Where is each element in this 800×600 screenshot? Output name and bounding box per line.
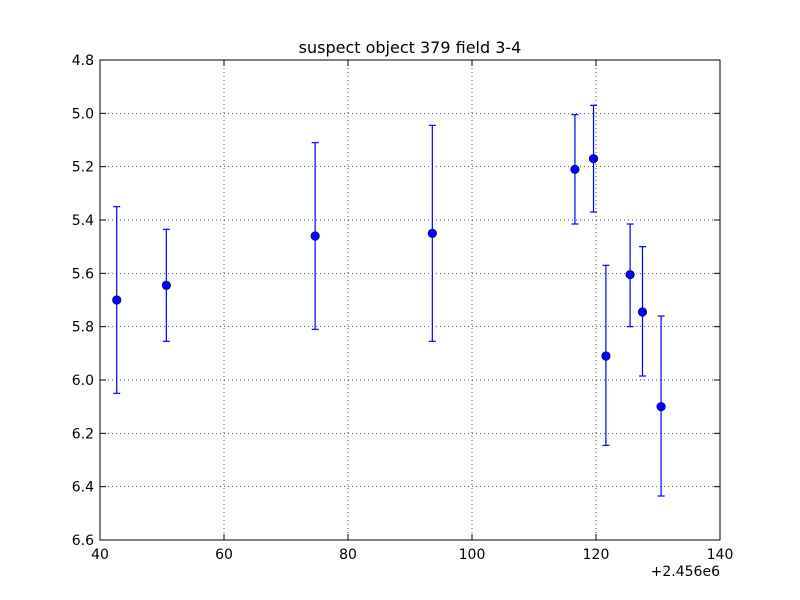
chart-title: suspect object 379 field 3-4 bbox=[299, 38, 522, 57]
y-tick-label: 6.0 bbox=[72, 373, 94, 389]
grid-lines bbox=[100, 60, 720, 540]
data-point-group bbox=[588, 104, 599, 213]
y-tick-label: 5.4 bbox=[72, 213, 94, 229]
data-point-group bbox=[112, 206, 122, 394]
data-point-group bbox=[625, 223, 635, 328]
data-point bbox=[625, 270, 635, 280]
y-tick-label: 6.2 bbox=[72, 426, 94, 442]
data-point bbox=[601, 351, 611, 361]
x-tick-label: 100 bbox=[459, 547, 486, 563]
data-point bbox=[588, 154, 599, 164]
data-point bbox=[637, 307, 648, 317]
plot-frame bbox=[99, 59, 721, 541]
data-point-group bbox=[570, 114, 580, 225]
data-point bbox=[112, 295, 122, 305]
data-point-group bbox=[161, 228, 171, 342]
x-tick-label: 80 bbox=[339, 547, 357, 563]
axis-ticks bbox=[99, 59, 721, 541]
y-tick-label: 6.6 bbox=[72, 533, 94, 549]
y-tick-label: 5.8 bbox=[72, 320, 94, 336]
y-tick-label: 5.2 bbox=[72, 160, 94, 176]
data-point bbox=[656, 402, 666, 412]
data-point-group bbox=[427, 124, 437, 342]
x-tick-label: 40 bbox=[91, 547, 109, 563]
y-tick-label: 6.4 bbox=[72, 480, 94, 496]
data-point-group bbox=[656, 315, 666, 497]
data-point-group bbox=[637, 246, 648, 377]
data-point-group bbox=[310, 142, 320, 330]
data-point bbox=[427, 228, 437, 238]
data-point bbox=[161, 280, 171, 290]
x-offset-label: +2.456e6 bbox=[651, 564, 720, 580]
data-point-group bbox=[601, 264, 611, 446]
tick-labels: 40 60 80 100 120 140 4.8 5.0 5.2 5.4 5.6 5.8 6.0 6.2 6… bbox=[72, 53, 734, 563]
y-tick-label: 5.0 bbox=[72, 106, 94, 122]
data-point bbox=[570, 164, 580, 174]
x-tick-label: 120 bbox=[583, 547, 610, 563]
x-tick-label: 140 bbox=[707, 547, 734, 563]
data-points bbox=[112, 104, 666, 497]
y-tick-label: 4.8 bbox=[72, 53, 94, 69]
data-point bbox=[310, 231, 320, 241]
x-tick-label: 60 bbox=[215, 547, 233, 563]
y-tick-label: 5.6 bbox=[72, 266, 94, 282]
